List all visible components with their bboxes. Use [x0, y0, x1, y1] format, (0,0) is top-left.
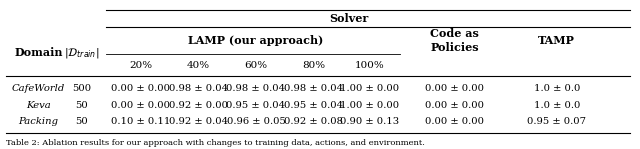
Text: 0.00 ± 0.00: 0.00 ± 0.00 — [425, 117, 484, 126]
Text: 0.00 ± 0.00: 0.00 ± 0.00 — [111, 84, 170, 93]
Text: 40%: 40% — [187, 61, 210, 70]
Text: 0.98 ± 0.04: 0.98 ± 0.04 — [227, 84, 285, 93]
Text: Keva: Keva — [26, 101, 51, 110]
Text: 50: 50 — [75, 101, 88, 110]
Text: Domain: Domain — [14, 47, 63, 58]
Text: 0.92 ± 0.04: 0.92 ± 0.04 — [169, 117, 228, 126]
Text: 60%: 60% — [244, 61, 268, 70]
Text: CafeWorld: CafeWorld — [12, 84, 65, 93]
Text: 0.10 ± 0.11: 0.10 ± 0.11 — [111, 117, 170, 126]
Text: 0.95 ± 0.04: 0.95 ± 0.04 — [284, 101, 343, 110]
Text: 80%: 80% — [302, 61, 325, 70]
Text: 0.96 ± 0.05: 0.96 ± 0.05 — [227, 117, 285, 126]
Text: 1.00 ± 0.00: 1.00 ± 0.00 — [340, 84, 399, 93]
Text: 0.98 ± 0.04: 0.98 ± 0.04 — [169, 84, 228, 93]
Text: 0.00 ± 0.00: 0.00 ± 0.00 — [111, 101, 170, 110]
Text: 0.00 ± 0.00: 0.00 ± 0.00 — [425, 101, 484, 110]
Text: 0.95 ± 0.04: 0.95 ± 0.04 — [227, 101, 285, 110]
Text: 0.98 ± 0.04: 0.98 ± 0.04 — [284, 84, 343, 93]
Text: 20%: 20% — [129, 61, 152, 70]
Text: 0.92 ± 0.00: 0.92 ± 0.00 — [169, 101, 228, 110]
Text: Packing: Packing — [19, 117, 58, 126]
Text: Table 2: Ablation results for our approach with changes to training data, action: Table 2: Ablation results for our approa… — [6, 139, 425, 147]
Text: 0.90 ± 0.13: 0.90 ± 0.13 — [340, 117, 399, 126]
Text: 0.95 ± 0.07: 0.95 ± 0.07 — [527, 117, 586, 126]
Text: Solver: Solver — [329, 13, 369, 24]
Text: 1.00 ± 0.00: 1.00 ± 0.00 — [340, 101, 399, 110]
Text: 1.0 ± 0.0: 1.0 ± 0.0 — [534, 84, 580, 93]
Text: 50: 50 — [75, 117, 88, 126]
Text: $|\mathcal{D}_{train}|$: $|\mathcal{D}_{train}|$ — [63, 46, 99, 60]
Text: 500: 500 — [72, 84, 91, 93]
Text: 0.92 ± 0.08: 0.92 ± 0.08 — [284, 117, 343, 126]
Text: 1.0 ± 0.0: 1.0 ± 0.0 — [534, 101, 580, 110]
Text: LAMP (our approach): LAMP (our approach) — [188, 35, 323, 46]
Text: Code as
Policies: Code as Policies — [430, 28, 479, 53]
Text: 100%: 100% — [355, 61, 385, 70]
Text: TAMP: TAMP — [538, 35, 575, 46]
Text: 0.00 ± 0.00: 0.00 ± 0.00 — [425, 84, 484, 93]
